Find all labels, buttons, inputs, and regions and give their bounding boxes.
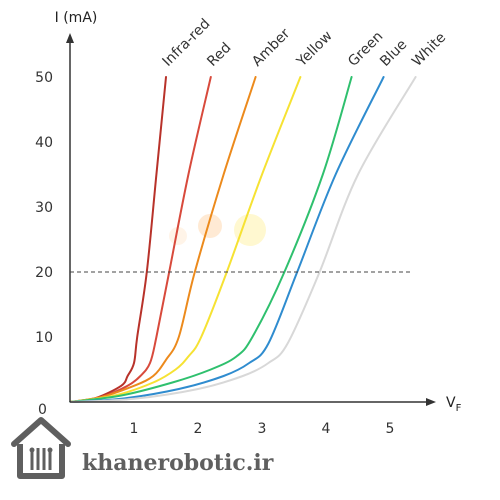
y-tick-label-10: 10 (35, 330, 53, 346)
series-label-white: White (409, 30, 449, 70)
series-line-blue (69, 76, 385, 403)
series-label-green: Green (345, 29, 386, 70)
series-line-white (69, 76, 417, 403)
series-line-green (69, 76, 353, 403)
watermark: khanerobotic.ir (10, 414, 310, 484)
x-tick-label-1: 1 (130, 421, 139, 437)
y-axis-title: I (mA) (55, 10, 98, 26)
series-group (69, 76, 417, 403)
series-line-amber (69, 76, 257, 403)
series-line-yellow (69, 76, 302, 403)
y-tick-label-20: 20 (35, 265, 53, 281)
series-label-infra-red: Infra-red (160, 16, 214, 70)
x-axis-title-subscript: F (456, 403, 462, 414)
axes (66, 33, 436, 406)
series-label-yellow: Yellow (293, 28, 336, 71)
x-tick-label-3: 3 (258, 421, 267, 437)
y-tick-label-40: 40 (35, 135, 53, 151)
y-axis-arrow-icon (66, 33, 74, 43)
origin-label: 0 (38, 402, 47, 418)
x-tick-label-5: 5 (386, 421, 395, 437)
house-circuit-logo-icon (11, 417, 71, 479)
series-label-amber: Amber (249, 25, 293, 69)
watermark-text: khanerobotic.ir (82, 450, 274, 476)
y-tick-label-50: 50 (35, 70, 53, 86)
series-label-red: Red (204, 40, 234, 70)
y-tick-label-30: 30 (35, 200, 53, 216)
x-tick-label-4: 4 (322, 421, 331, 437)
x-axis-title: VF (446, 395, 462, 414)
x-tick-label-2: 2 (194, 421, 203, 437)
series-line-infra-red (69, 76, 167, 403)
x-axis-title-main: V (446, 395, 456, 411)
background-glow (169, 214, 266, 246)
series-line-red (69, 76, 212, 403)
x-axis-arrow-icon (426, 398, 436, 406)
